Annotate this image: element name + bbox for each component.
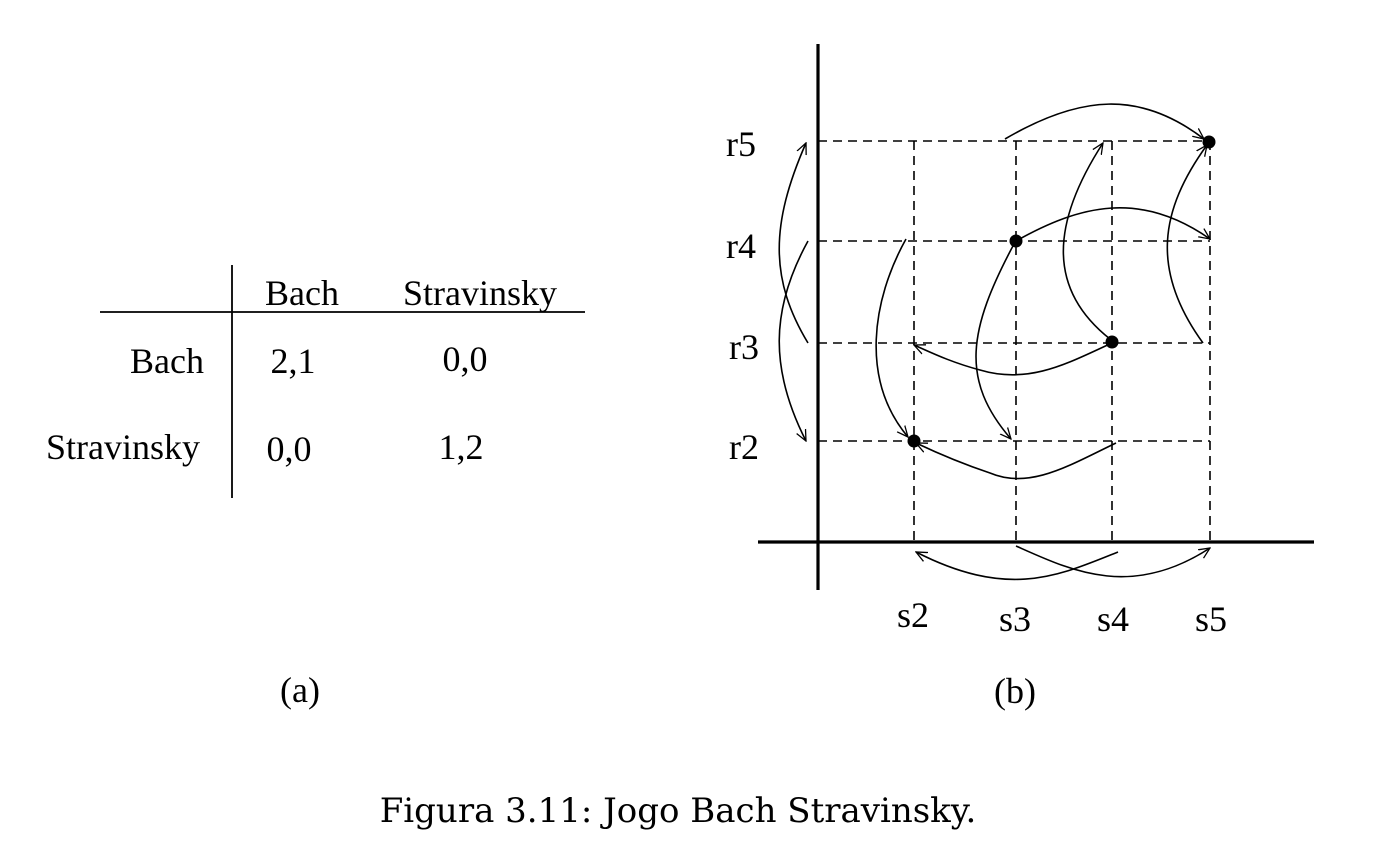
point-s4-r3 [1105, 335, 1119, 349]
arrow-to-s2-r3 [914, 342, 1113, 376]
row-label-bach: Bach [130, 341, 204, 381]
x-label-s4: s4 [1097, 599, 1129, 639]
arrow-to-s2-r2-vertical [875, 238, 908, 437]
arrow-to-s5-r5-vertical [1166, 145, 1207, 344]
y-label-r3: r3 [729, 327, 759, 367]
arrow-to-r5-left [778, 143, 809, 344]
cell-stravinsky-bach: 0,0 [267, 429, 312, 469]
points [907, 135, 1216, 448]
cell-stravinsky-stravinsky: 1,2 [439, 427, 484, 467]
arrow-to-r2-left [778, 240, 809, 441]
y-label-r5: r5 [726, 124, 756, 164]
payoff-table: Bach Stravinsky Bach 2,1 0,0 Stravinsky … [46, 265, 585, 710]
point-s5-r5 [1202, 135, 1216, 149]
figure-caption: Figura 3.11: Jogo Bach Stravinsky. [380, 791, 977, 831]
arrow-to-s5-r5 [1004, 103, 1204, 139]
arrow-to-s2-bottom [916, 551, 1119, 581]
x-label-s5: s5 [1195, 599, 1227, 639]
row-label-stravinsky: Stravinsky [46, 427, 200, 467]
cell-bach-bach: 2,1 [271, 341, 316, 381]
cell-bach-stravinsky: 0,0 [443, 339, 488, 379]
arrow-to-s5-bottom [1015, 545, 1210, 578]
arrow-to-s5-r4 [1015, 207, 1210, 242]
y-label-r2: r2 [729, 427, 759, 467]
y-label-r4: r4 [726, 226, 756, 266]
col-header-stravinsky: Stravinsky [403, 273, 557, 313]
panel-b-tag: (b) [994, 671, 1036, 711]
response-arrows [778, 103, 1210, 581]
x-label-s3: s3 [999, 599, 1031, 639]
col-header-bach: Bach [265, 273, 339, 313]
best-response-diagram: r5 r4 r3 r2 s2 s3 s4 s5 [726, 44, 1314, 711]
arrow-to-s2-r2 [916, 442, 1117, 480]
panel-a-tag: (a) [280, 670, 320, 710]
arrow-to-s3-r2 [975, 243, 1015, 439]
point-s2-r2 [907, 434, 921, 448]
point-s3-r4 [1009, 234, 1023, 248]
arrow-to-s4-r5 [1062, 143, 1111, 340]
x-label-s2: s2 [897, 595, 929, 635]
